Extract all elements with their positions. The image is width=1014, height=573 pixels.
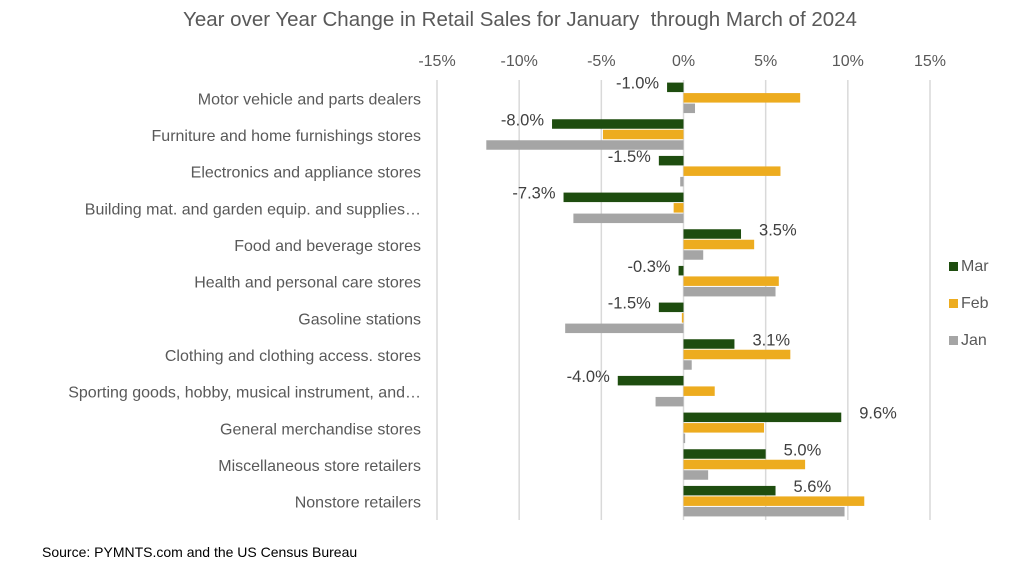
legend-label: Jan [961, 332, 987, 349]
bar-jan [683, 286, 776, 297]
bar-feb [683, 496, 865, 506]
bar-mar [667, 82, 684, 93]
bar-jan [655, 396, 684, 407]
bar-mar [683, 412, 842, 423]
category-label: Furniture and home furnishings stores [152, 128, 421, 145]
bar-feb [673, 203, 684, 213]
bar-mar [617, 375, 684, 386]
data-label: -1.5% [608, 148, 651, 166]
bar-jan [573, 213, 684, 224]
category-label: Gasoline stations [298, 311, 421, 328]
data-label: 3.5% [759, 221, 797, 239]
bar-jan [680, 176, 684, 187]
bar-feb [683, 276, 779, 286]
bars [486, 82, 865, 517]
category-label: Clothing and clothing access. stores [165, 348, 421, 365]
legend-item-mar: Mar [949, 258, 989, 275]
bar-feb [602, 129, 684, 140]
bar-jan [683, 506, 845, 517]
data-label: -1.0% [616, 75, 659, 93]
bar-jan [683, 433, 686, 444]
bar-mar [683, 485, 776, 496]
data-label: 5.6% [794, 478, 832, 496]
x-tick-label: -15% [418, 53, 455, 70]
x-tick-label: 5% [754, 53, 777, 70]
category-label: Motor vehicle and parts dealers [198, 91, 421, 108]
bar-mar [658, 155, 684, 166]
category-label: General merchandise stores [220, 421, 421, 438]
category-label: Electronics and appliance stores [191, 165, 421, 182]
data-label: 3.1% [752, 331, 790, 349]
bar-jan [683, 103, 696, 114]
legend-swatch [949, 336, 958, 345]
gridlines [436, 80, 931, 520]
bar-feb [683, 349, 791, 360]
bar-mar [683, 449, 766, 459]
bar-jan [683, 470, 709, 480]
category-label: Health and personal care stores [194, 275, 421, 292]
bar-jan [486, 140, 684, 150]
data-label: -1.5% [608, 295, 651, 313]
legend-label: Mar [961, 258, 989, 275]
x-tick-label: 0% [672, 53, 695, 70]
bar-feb [683, 423, 765, 433]
x-tick-label: 15% [914, 53, 946, 70]
legend-item-feb: Feb [949, 295, 989, 312]
source-note: Source: PYMNTS.com and the US Census Bur… [42, 544, 358, 560]
legend-swatch [949, 299, 958, 308]
bar-mar [658, 302, 684, 313]
bar-jan [565, 323, 684, 334]
chart-title: Year over Year Change in Retail Sales fo… [183, 8, 857, 31]
category-label: Miscellaneous store retailers [218, 458, 421, 475]
bar-mar [552, 119, 684, 129]
x-tick-label: 10% [832, 53, 864, 70]
bar-feb [683, 459, 806, 470]
bar-feb [683, 239, 755, 250]
data-label: -7.3% [512, 185, 555, 203]
data-label: -4.0% [567, 368, 610, 386]
bar-jan [683, 250, 704, 260]
legend-item-jan: Jan [949, 332, 987, 349]
legend-swatch [949, 262, 958, 271]
category-label: Nonstore retailers [295, 495, 421, 512]
bar-feb [683, 386, 715, 396]
bar-mar [678, 265, 684, 276]
category-axis: Motor vehicle and parts dealers Furniture… [68, 91, 421, 511]
x-axis-ticks: -15% -10% -5% 0% 5% 10% 15% [418, 53, 946, 70]
legend-label: Feb [961, 295, 989, 312]
bar-feb [683, 93, 801, 103]
data-labels: -1.0% -8.0% -1.5% -7.3% 3.5% -0.3% -1.5% 3.1% -4… [501, 75, 897, 496]
bar-feb [683, 166, 781, 176]
x-tick-label: -10% [500, 53, 537, 70]
bar-mar [683, 229, 742, 239]
bar-feb [681, 313, 684, 323]
data-label: 9.6% [859, 405, 897, 423]
bar-mar [563, 192, 684, 203]
data-label: -8.0% [501, 111, 544, 129]
category-label: Sporting goods, hobby, musical instrumen… [68, 385, 421, 402]
data-label: -0.3% [627, 258, 670, 276]
bar-mar [683, 339, 735, 349]
category-label: Building mat. and garden equip. and supp… [85, 201, 421, 218]
data-label: 5.0% [784, 441, 822, 459]
legend: Mar Feb Jan [949, 258, 989, 349]
x-tick-label: -5% [587, 53, 615, 70]
category-label: Food and beverage stores [234, 238, 421, 255]
bar-jan [683, 360, 692, 370]
